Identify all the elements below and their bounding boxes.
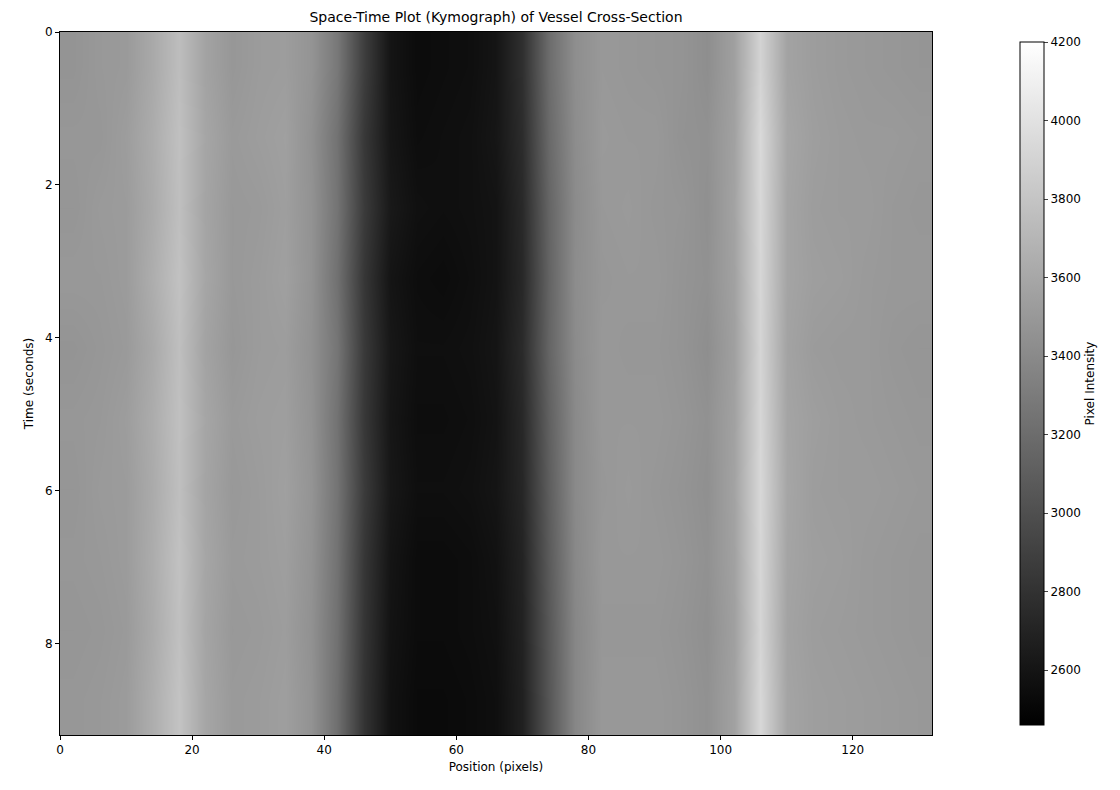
svg-text:100: 100	[709, 743, 732, 757]
svg-text:3600: 3600	[1050, 271, 1081, 285]
svg-text:2600: 2600	[1050, 663, 1081, 677]
svg-text:40: 40	[317, 743, 332, 757]
svg-text:20: 20	[184, 743, 199, 757]
svg-text:3000: 3000	[1050, 506, 1081, 520]
svg-text:4200: 4200	[1050, 35, 1081, 49]
svg-text:0: 0	[45, 25, 53, 39]
svg-text:2800: 2800	[1050, 585, 1081, 599]
svg-text:3200: 3200	[1050, 428, 1081, 442]
svg-text:6: 6	[45, 484, 53, 498]
svg-text:60: 60	[449, 743, 464, 757]
svg-text:Pixel Intensity: Pixel Intensity	[1083, 342, 1097, 426]
svg-text:4000: 4000	[1050, 114, 1081, 128]
svg-text:Position (pixels): Position (pixels)	[449, 760, 544, 774]
svg-text:4: 4	[45, 331, 53, 345]
svg-text:120: 120	[841, 743, 864, 757]
svg-text:8: 8	[45, 637, 53, 651]
svg-text:3400: 3400	[1050, 349, 1081, 363]
svg-text:Space-Time Plot (Kymograph) of: Space-Time Plot (Kymograph) of Vessel Cr…	[309, 9, 682, 25]
svg-text:Time (seconds): Time (seconds)	[22, 338, 36, 431]
svg-text:80: 80	[581, 743, 596, 757]
svg-text:2: 2	[45, 178, 53, 192]
svg-text:3800: 3800	[1050, 192, 1081, 206]
svg-text:0: 0	[56, 743, 64, 757]
